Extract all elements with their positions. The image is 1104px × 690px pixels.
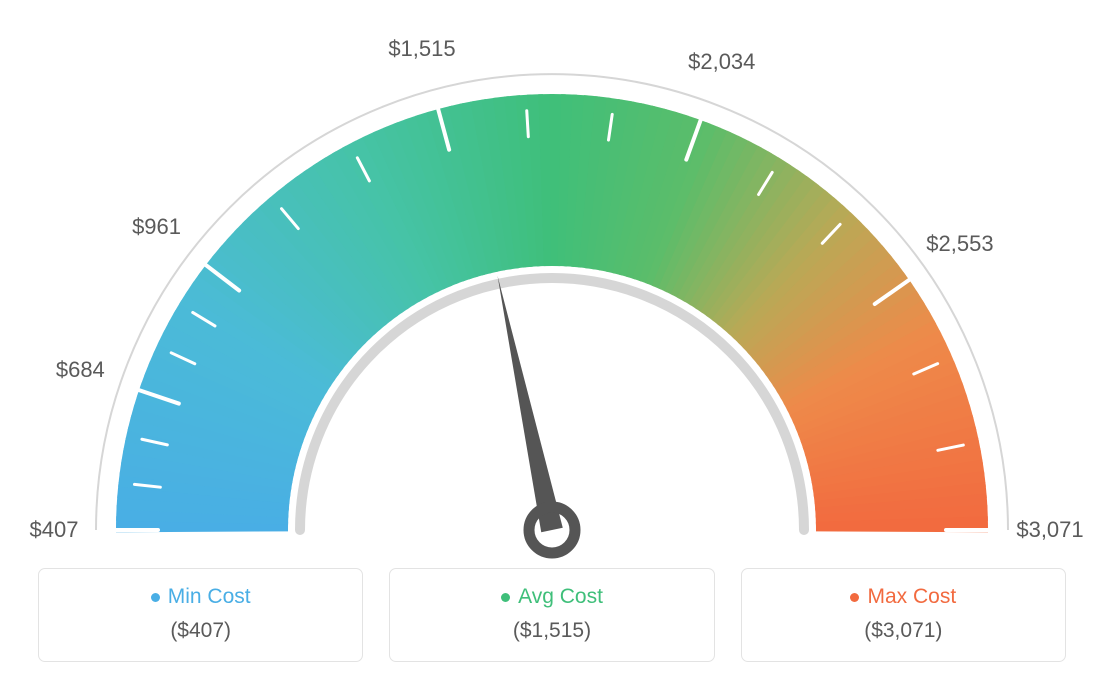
legend-title-max: Max Cost — [850, 585, 956, 609]
legend-value-avg: ($1,515) — [390, 619, 713, 643]
legend-value-min: ($407) — [39, 619, 362, 643]
gauge-tick-label: $407 — [30, 517, 79, 543]
legend-value-max: ($3,071) — [742, 619, 1065, 643]
gauge-tick-label: $961 — [132, 214, 181, 240]
gauge-svg — [0, 0, 1104, 560]
gauge-tick-label: $1,515 — [388, 36, 455, 62]
gauge-tick-label: $2,553 — [926, 231, 993, 257]
legend-title-min: Min Cost — [151, 585, 251, 609]
legend-card-min: Min Cost ($407) — [38, 568, 363, 662]
gauge-chart: $407 $684 $961 $1,515 $2,034 $2,553 $3,071 — [0, 0, 1104, 560]
legend-dot-max — [850, 593, 859, 602]
legend-label-max: Max Cost — [867, 585, 956, 609]
legend-card-avg: Avg Cost ($1,515) — [389, 568, 714, 662]
legend-dot-avg — [501, 593, 510, 602]
legend-title-avg: Avg Cost — [501, 585, 603, 609]
legend-dot-min — [151, 593, 160, 602]
legend-card-max: Max Cost ($3,071) — [741, 568, 1066, 662]
gauge-tick-label: $684 — [56, 357, 105, 383]
gauge-tick-label: $2,034 — [688, 49, 755, 75]
cost-gauge-container: $407 $684 $961 $1,515 $2,034 $2,553 $3,071 Min… — [0, 0, 1104, 690]
gauge-tick-label: $3,071 — [1016, 517, 1083, 543]
legend-label-avg: Avg Cost — [518, 585, 603, 609]
legend-label-min: Min Cost — [168, 585, 251, 609]
legend-row: Min Cost ($407) Avg Cost ($1,515) Max Co… — [38, 568, 1066, 662]
